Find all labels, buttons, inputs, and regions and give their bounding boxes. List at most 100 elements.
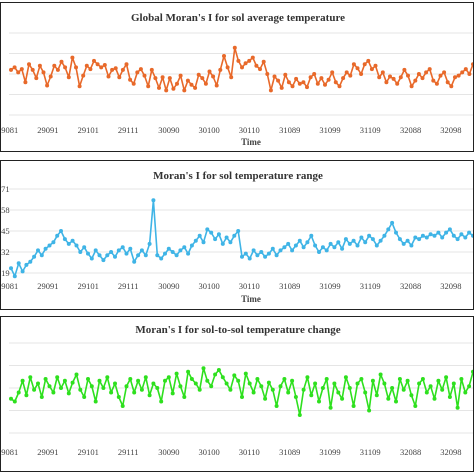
data-point — [20, 269, 25, 274]
data-point — [164, 88, 169, 93]
data-point — [286, 241, 291, 246]
data-point — [186, 251, 191, 256]
x-tick-label: 30100 — [199, 281, 220, 291]
data-point — [97, 378, 102, 383]
data-point — [193, 238, 198, 243]
data-point — [59, 386, 63, 390]
data-point — [265, 72, 270, 76]
data-point — [290, 84, 295, 89]
data-point — [294, 76, 299, 81]
data-point — [313, 243, 318, 248]
data-point — [258, 67, 262, 72]
data-point — [330, 70, 335, 75]
data-point — [12, 274, 17, 279]
data-point — [89, 256, 94, 261]
data-point — [12, 65, 17, 70]
data-point — [116, 395, 121, 399]
data-point — [247, 381, 252, 386]
data-point — [82, 245, 87, 250]
data-point — [28, 259, 33, 264]
data-point — [297, 81, 302, 86]
data-point — [109, 250, 114, 254]
data-point — [247, 256, 252, 261]
data-point — [428, 384, 433, 389]
data-point — [28, 375, 33, 380]
data-point — [139, 387, 144, 392]
x-tick-label: 29091 — [37, 281, 58, 291]
chart-svg: 29081 29091 29101 29111 30090 30100 30110 31089… — [1, 32, 473, 147]
data-point — [160, 75, 165, 80]
data-point — [209, 230, 214, 235]
data-point — [386, 227, 391, 232]
data-point — [397, 237, 402, 242]
data-point — [47, 243, 52, 248]
data-point — [336, 390, 341, 395]
data-point — [263, 254, 268, 259]
data-point — [62, 237, 67, 242]
data-point — [170, 391, 175, 396]
data-point — [323, 82, 327, 87]
data-point — [52, 63, 57, 68]
data-point — [293, 395, 298, 399]
data-point — [301, 80, 306, 85]
data-point — [463, 67, 468, 72]
data-point — [240, 395, 244, 399]
data-point — [343, 375, 348, 380]
data-point — [341, 76, 346, 81]
data-point — [82, 395, 87, 399]
data-point — [391, 76, 396, 81]
data-point — [159, 399, 164, 404]
data-point — [182, 245, 187, 250]
data-point — [142, 73, 147, 78]
data-point — [317, 399, 321, 404]
data-point — [326, 77, 331, 82]
data-point — [460, 70, 465, 75]
data-point — [286, 390, 291, 395]
data-point — [384, 80, 389, 85]
data-point — [471, 369, 473, 374]
data-point — [110, 67, 115, 72]
data-point — [463, 390, 468, 395]
data-point — [432, 233, 437, 238]
data-point — [132, 259, 137, 264]
data-point — [243, 251, 248, 256]
data-point — [272, 74, 277, 79]
data-point — [59, 229, 63, 233]
data-point — [378, 238, 383, 243]
x-tick-label: 29091 — [37, 447, 58, 457]
data-point — [312, 72, 317, 76]
data-point — [388, 74, 392, 79]
data-point — [309, 393, 314, 398]
x-tick-label: 31089 — [279, 281, 300, 291]
data-point — [362, 62, 367, 67]
data-point — [16, 390, 21, 395]
data-point — [155, 386, 160, 390]
data-point — [120, 67, 125, 72]
data-point — [48, 74, 53, 79]
chart-panel-average-temperature: Global Moran's I for sol average tempera… — [0, 2, 474, 152]
data-point — [471, 62, 473, 67]
data-point — [332, 245, 337, 250]
data-point — [274, 404, 279, 408]
data-point — [382, 381, 387, 386]
data-point — [467, 384, 472, 389]
data-point — [34, 76, 39, 81]
data-point — [124, 384, 129, 389]
data-point — [390, 386, 395, 390]
data-point — [324, 248, 329, 253]
data-point — [201, 366, 206, 371]
data-point — [178, 248, 183, 253]
data-point — [340, 246, 345, 251]
data-point — [30, 67, 35, 72]
data-point — [447, 227, 452, 232]
data-point — [66, 75, 71, 80]
data-point — [45, 83, 50, 88]
data-point — [196, 72, 201, 77]
data-point — [336, 240, 341, 245]
data-point — [218, 67, 223, 72]
data-point — [225, 65, 230, 70]
x-tick-label: 31109 — [360, 447, 381, 457]
data-point — [290, 378, 295, 383]
data-point — [62, 378, 67, 383]
x-axis-label: Time — [241, 294, 261, 304]
